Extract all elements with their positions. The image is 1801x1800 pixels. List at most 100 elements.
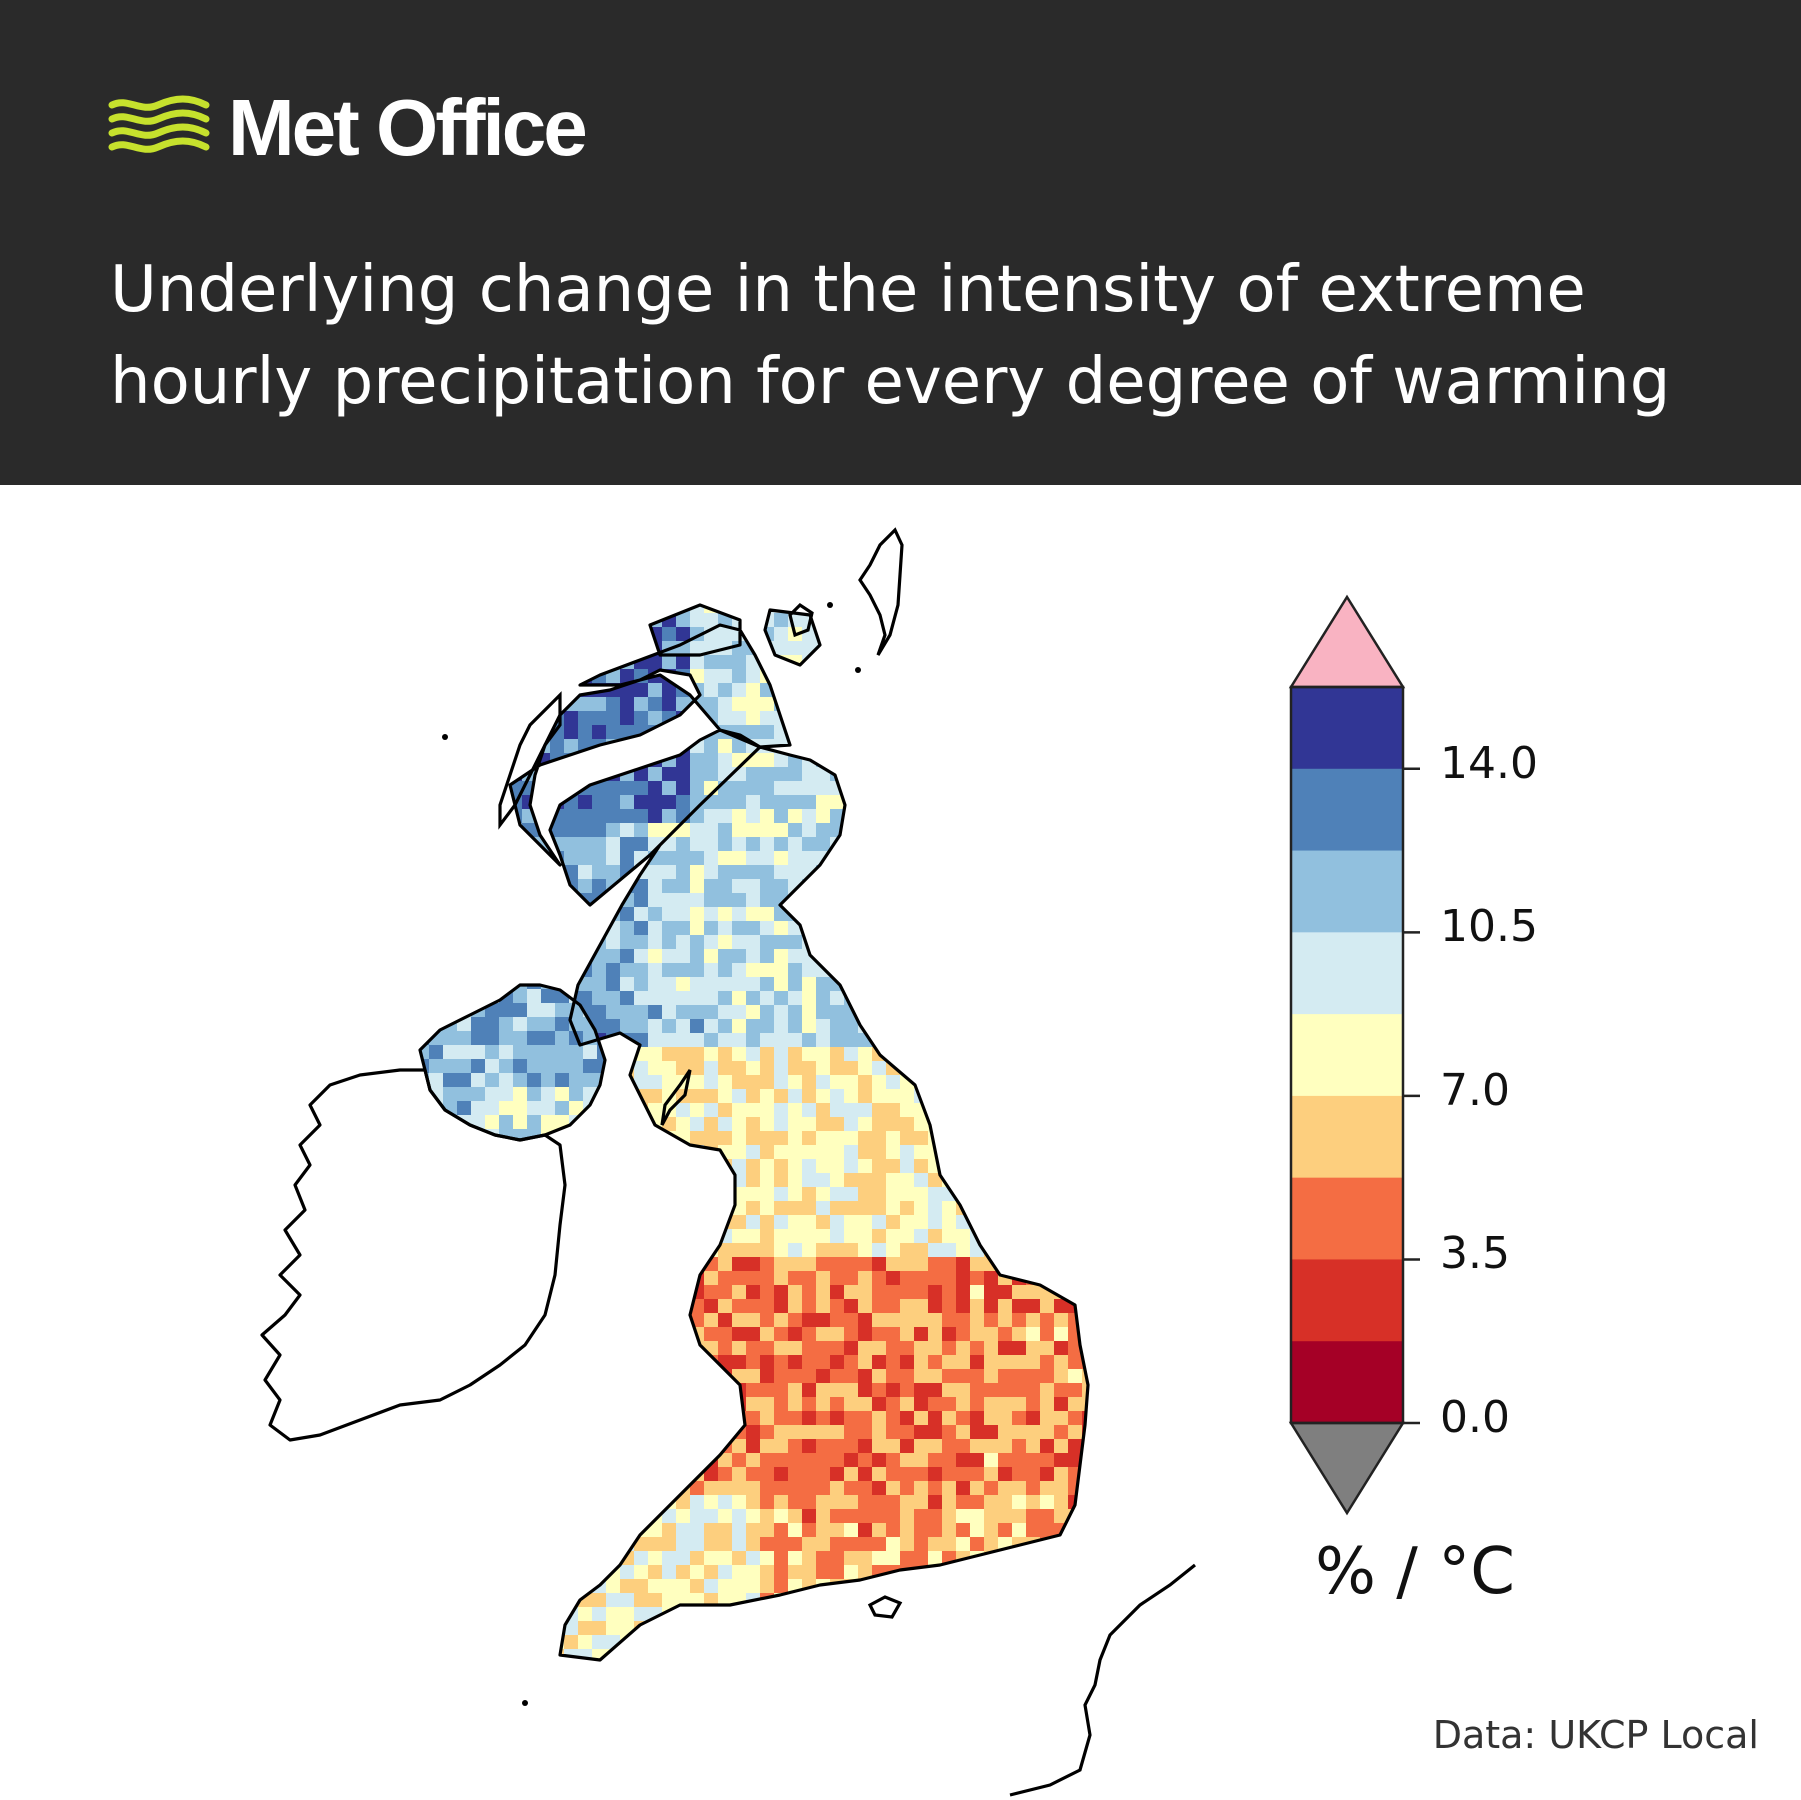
grid-cell (662, 809, 676, 823)
grid-cell (620, 669, 634, 683)
grid-cell (704, 963, 718, 977)
grid-cell (634, 1607, 648, 1621)
grid-cell (984, 1509, 998, 1523)
grid-cell (634, 963, 648, 977)
grid-cell (788, 1327, 802, 1341)
grid-cell (942, 1453, 956, 1467)
grid-cell (760, 711, 774, 725)
grid-cell (690, 823, 704, 837)
grid-cell (718, 921, 732, 935)
grid-cell (541, 1073, 555, 1087)
grid-cell (914, 1509, 928, 1523)
grid-cell (718, 907, 732, 921)
grid-cell (541, 1003, 555, 1017)
grid-cell (718, 1327, 732, 1341)
grid-cell (718, 627, 732, 641)
grid-cell (760, 1453, 774, 1467)
grid-cell (788, 781, 802, 795)
grid-cell (872, 1355, 886, 1369)
grid-cell (872, 1411, 886, 1425)
grid-cell (592, 711, 606, 725)
grid-cell (718, 1019, 732, 1033)
grid-cell (662, 697, 676, 711)
grid-cell (816, 1369, 830, 1383)
grid-cell (802, 1313, 816, 1327)
grid-cell (998, 1369, 1012, 1383)
grid-cell (541, 1031, 555, 1045)
grid-cell (774, 1187, 788, 1201)
grid-cell (746, 1201, 760, 1215)
grid-cell (499, 1045, 513, 1059)
grid-cell (802, 1061, 816, 1075)
grid-cell (760, 1537, 774, 1551)
grid-cell (830, 1523, 844, 1537)
grid-cell (816, 1383, 830, 1397)
grid-cell (760, 977, 774, 991)
grid-cell (802, 1411, 816, 1425)
sula-sgeir-dot (827, 602, 833, 608)
grid-cell (746, 1383, 760, 1397)
grid-cell (578, 1607, 592, 1621)
grid-cell (1054, 1453, 1068, 1467)
colorbar-bin (1291, 932, 1403, 1015)
grid-cell (872, 1453, 886, 1467)
grid-cell (1012, 1285, 1026, 1299)
grid-cell (788, 1229, 802, 1243)
grid-cell (928, 1271, 942, 1285)
grid-cell (970, 1411, 984, 1425)
grid-cell (746, 879, 760, 893)
brand-name: Met Office (228, 83, 588, 172)
grid-cell (592, 977, 606, 991)
grid-cell (704, 739, 718, 753)
grid-cell (970, 1299, 984, 1313)
grid-cell (676, 1579, 690, 1593)
grid-cell (816, 1103, 830, 1117)
grid-cell (858, 1453, 872, 1467)
grid-cell (1026, 1341, 1040, 1355)
grid-cell (485, 1031, 499, 1045)
grid-cell (704, 1047, 718, 1061)
grid-cell (648, 711, 662, 725)
grid-cell (760, 1411, 774, 1425)
grid-cell (676, 767, 690, 781)
grid-cell (998, 1341, 1012, 1355)
grid-cell (998, 1523, 1012, 1537)
grid-cell (970, 1467, 984, 1481)
grid-cell (1026, 1299, 1040, 1313)
grid-cell (858, 1481, 872, 1495)
grid-cell (942, 1327, 956, 1341)
grid-cell (718, 1285, 732, 1299)
grid-cell (802, 1551, 816, 1565)
grid-cell (886, 1481, 900, 1495)
grid-cell (760, 697, 774, 711)
grid-cell (732, 907, 746, 921)
grid-cell (718, 1271, 732, 1285)
grid-cell (760, 1145, 774, 1159)
grid-cell (564, 725, 578, 739)
grid-cell (662, 851, 676, 865)
grid-cell (690, 991, 704, 1005)
grid-cell (788, 1411, 802, 1425)
grid-cell (746, 1075, 760, 1089)
grid-cell (802, 1299, 816, 1313)
grid-cell (1068, 1355, 1082, 1369)
grid-cell (844, 1313, 858, 1327)
grid-cell (816, 1215, 830, 1229)
grid-cell (816, 1173, 830, 1187)
grid-cell (956, 1411, 970, 1425)
grid-cell (942, 1439, 956, 1453)
grid-cell (830, 795, 844, 809)
grid-cell (732, 1243, 746, 1257)
grid-cell (648, 1089, 662, 1103)
grid-cell (606, 795, 620, 809)
grid-cell (802, 1495, 816, 1509)
grid-cell (774, 1551, 788, 1565)
grid-cell (690, 865, 704, 879)
grid-cell (928, 1523, 942, 1537)
grid-cell (802, 1103, 816, 1117)
grid-cell (872, 1131, 886, 1145)
grid-cell (914, 1523, 928, 1537)
grid-cell (788, 949, 802, 963)
grid-cell (830, 1355, 844, 1369)
grid-cell (872, 1523, 886, 1537)
